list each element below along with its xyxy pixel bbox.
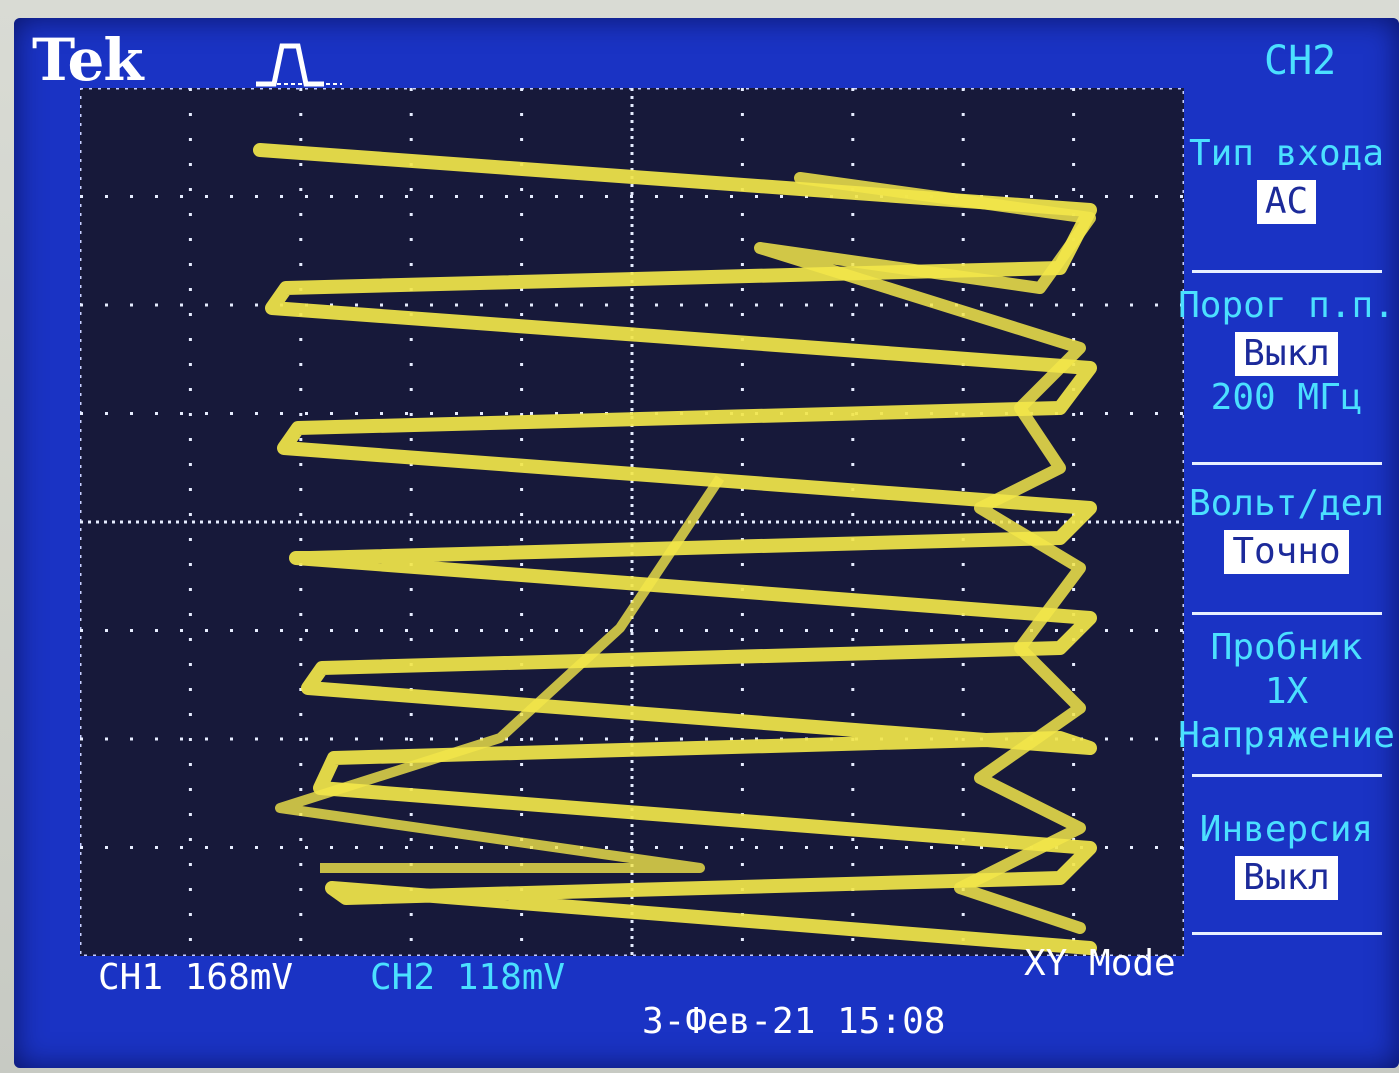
menu-item-value: Выкл bbox=[1235, 332, 1338, 376]
menu-item-label: Порог п.п. bbox=[1174, 284, 1399, 328]
menu-item-bandwidth-limit[interactable]: Порог п.п. Выкл 200 МГц bbox=[1174, 284, 1399, 420]
ch1-label: CH1 bbox=[98, 957, 163, 998]
menu-item-value: AC bbox=[1257, 180, 1316, 224]
menu-item-value: Выкл bbox=[1235, 856, 1338, 900]
trigger-status-icon bbox=[254, 38, 344, 88]
menu-divider bbox=[1192, 932, 1382, 935]
menu-item-value: 1X bbox=[1174, 670, 1399, 714]
ch2-scale: 118mV bbox=[457, 957, 565, 998]
menu-divider bbox=[1192, 270, 1382, 273]
menu-item-extra: 200 МГц bbox=[1174, 376, 1399, 420]
waveform-display bbox=[80, 88, 1184, 956]
menu-item-label: Пробник bbox=[1174, 626, 1399, 670]
menu-item-extra: Напряжение bbox=[1174, 714, 1399, 758]
ch2-readout: CH2 118mV bbox=[370, 958, 565, 998]
ch1-readout: CH1 168mV bbox=[98, 958, 293, 998]
menu-item-invert[interactable]: Инверсия Выкл bbox=[1174, 808, 1399, 900]
menu-item-volts-div[interactable]: Вольт/дел Точно bbox=[1174, 482, 1399, 574]
menu-item-input-coupling[interactable]: Тип входа AC bbox=[1174, 132, 1399, 224]
display-mode: XY Mode bbox=[1024, 944, 1176, 984]
brand-logo: Tek bbox=[32, 26, 143, 94]
graticule-grid bbox=[80, 88, 1184, 956]
menu-divider bbox=[1192, 462, 1382, 465]
menu-divider bbox=[1192, 612, 1382, 615]
menu-item-probe[interactable]: Пробник 1X Напряжение bbox=[1174, 626, 1399, 758]
menu-item-label: Инверсия bbox=[1174, 808, 1399, 852]
ch2-label: CH2 bbox=[370, 957, 435, 998]
side-menu: Тип входа AC Порог п.п. Выкл 200 МГц Вол… bbox=[1174, 118, 1399, 958]
menu-divider bbox=[1192, 774, 1382, 777]
menu-channel-title: CH2 bbox=[1264, 38, 1336, 84]
menu-item-label: Тип входа bbox=[1174, 132, 1399, 176]
menu-item-value: Точно bbox=[1224, 530, 1348, 574]
ch1-scale: 168mV bbox=[185, 957, 293, 998]
menu-item-label: Вольт/дел bbox=[1174, 482, 1399, 526]
oscilloscope-screen: Tek CH2 Тип входа AC Порог п.п. Выкл 200… bbox=[14, 18, 1399, 1068]
date-time: 3-Фев-21 15:08 bbox=[642, 1002, 945, 1042]
